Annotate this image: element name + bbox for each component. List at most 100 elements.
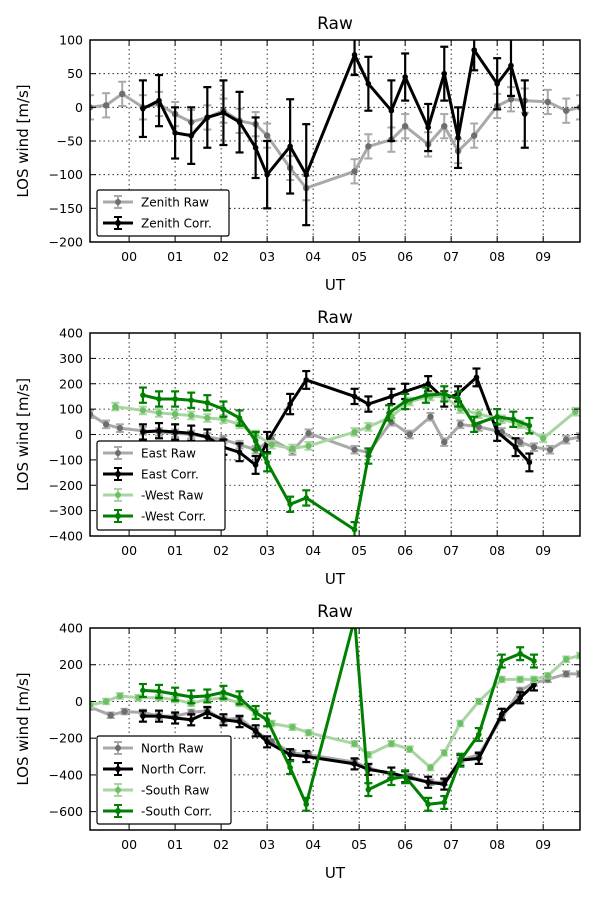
data-point [116, 424, 124, 432]
legend-item: East Raw [103, 446, 196, 461]
x-tick-label: 02 [213, 249, 229, 264]
data-point [526, 459, 533, 466]
x-tick-label: 02 [213, 543, 229, 558]
data-point [530, 676, 538, 683]
data-point [457, 421, 464, 428]
data-point [455, 134, 461, 141]
plot-series [90, 367, 580, 536]
data-point [388, 775, 395, 782]
y-tick-label: −100 [49, 167, 83, 182]
data-point [264, 459, 270, 466]
chart-panel-2: 00 01 02 03 04 05 06 07 08 09 −400 −300 −200 −100 0 100… [14, 308, 581, 588]
data-point [562, 670, 570, 678]
data-point [156, 688, 162, 695]
data-point [287, 764, 293, 771]
data-point [287, 751, 293, 758]
data-point [576, 652, 580, 659]
data-point [287, 501, 293, 508]
y-tick-label: −300 [49, 503, 83, 518]
data-point [471, 421, 477, 428]
legend-marker [115, 766, 121, 772]
data-point [402, 388, 408, 395]
series-line [142, 375, 531, 467]
data-point [427, 764, 434, 771]
legend-box [96, 440, 226, 531]
data-point [188, 717, 195, 723]
data-point [90, 701, 94, 709]
x-tick-label: 07 [443, 249, 459, 264]
data-point [268, 441, 275, 448]
data-point [172, 429, 178, 435]
y-tick-label: 50 [67, 66, 83, 81]
data-point [220, 406, 227, 412]
data-point [220, 717, 227, 723]
data-point [425, 124, 431, 131]
legend-item: -South Raw [103, 783, 209, 798]
y-tick-label: −100 [49, 452, 83, 467]
data-point [116, 692, 124, 700]
data-point [546, 446, 554, 453]
data-point [512, 444, 519, 450]
data-point [539, 435, 547, 442]
data-point [572, 408, 579, 415]
data-point [365, 143, 372, 150]
data-point [140, 105, 146, 112]
data-point [204, 414, 211, 422]
data-point [351, 428, 358, 436]
data-point [303, 801, 310, 808]
legend-label: East Corr. [141, 468, 199, 482]
x-tick-label: 07 [443, 837, 459, 852]
data-point [156, 396, 162, 402]
data-point [112, 403, 119, 410]
plot-series [90, 40, 580, 227]
data-point [236, 449, 243, 456]
legend-label: East Raw [141, 447, 196, 461]
y-tick-label: 100 [59, 402, 83, 417]
data-point [351, 52, 358, 58]
data-point [425, 380, 431, 387]
data-point [252, 728, 259, 734]
legend: East Raw East Corr. -West Raw -West Corr. [96, 440, 226, 531]
data-point [351, 526, 358, 533]
data-point [441, 799, 448, 806]
data-point [441, 122, 448, 130]
data-point [388, 393, 395, 400]
x-tick-label: 00 [121, 837, 137, 852]
x-tick-label: 05 [351, 837, 367, 852]
data-point [140, 713, 146, 719]
x-tick-label: 04 [305, 249, 321, 264]
y-axis-label: LOS wind [m/s] [14, 378, 32, 491]
data-point [204, 399, 211, 406]
x-axis-label: UT [325, 276, 346, 294]
data-point [119, 90, 126, 98]
x-tick-label: 01 [167, 837, 183, 852]
series-line [142, 628, 535, 806]
x-tick-label: 06 [397, 543, 413, 558]
data-point [204, 709, 211, 716]
y-tick-label: 400 [59, 621, 83, 636]
legend-marker [115, 471, 121, 477]
legend-item: Zenith Raw [103, 195, 209, 210]
data-point [289, 723, 296, 731]
data-point [264, 739, 270, 745]
data-point [508, 62, 514, 69]
legend: Zenith Raw Zenith Corr. [96, 189, 230, 237]
legend-label: Zenith Corr. [141, 217, 212, 231]
chart-title: Raw [317, 308, 353, 328]
x-tick-label: 00 [121, 249, 137, 264]
x-tick-label: 06 [397, 249, 413, 264]
legend-label: -West Corr. [141, 510, 206, 524]
legend-marker [115, 808, 121, 814]
data-point [236, 415, 243, 421]
data-point [475, 423, 482, 431]
data-point [102, 421, 110, 428]
x-tick-label: 03 [259, 837, 275, 852]
y-tick-label: −200 [49, 731, 83, 746]
data-point [236, 694, 243, 701]
legend-item: North Raw [103, 741, 204, 756]
data-point [351, 446, 358, 453]
y-tick-label: 200 [59, 376, 83, 391]
data-point [287, 143, 293, 150]
y-tick-label: −200 [49, 235, 83, 250]
